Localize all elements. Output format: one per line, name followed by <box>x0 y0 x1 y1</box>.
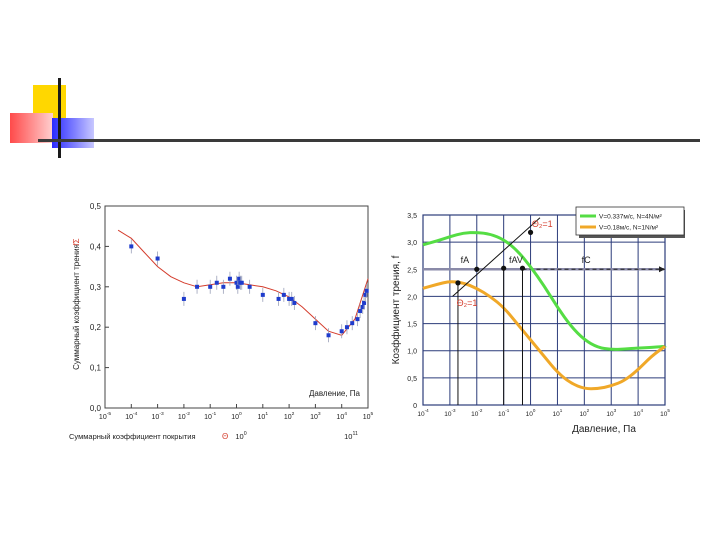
y-tick-label: 2,5 <box>407 267 417 274</box>
y-tick-label: 1,5 <box>407 322 417 329</box>
y-tick-label: 0,3 <box>90 283 102 292</box>
x-tick-label: 102 <box>284 411 295 421</box>
annotation-fA: fA <box>461 255 470 265</box>
decor-red-square <box>10 113 53 143</box>
data-point <box>326 333 331 338</box>
data-point <box>129 244 134 249</box>
x-tick-label: 103 <box>310 411 321 421</box>
data-point <box>214 280 219 285</box>
data-point <box>344 325 349 330</box>
secondary-axis-label: Суммарный коэффициент покрытия <box>69 432 196 441</box>
y-tick-label: 0,1 <box>90 364 102 373</box>
annotation-theta-lower: Θ₂=1 <box>457 298 478 308</box>
data-point <box>281 292 286 297</box>
x-tick-label: 10-4 <box>125 411 137 421</box>
data-point <box>155 256 160 261</box>
x-tick-label: 101 <box>553 408 563 418</box>
y-tick-label: 1,0 <box>407 349 417 356</box>
data-point <box>313 321 318 326</box>
data-point <box>237 276 242 281</box>
data-point <box>350 321 355 326</box>
data-point <box>227 276 232 281</box>
x-tick-label: 10-2 <box>471 408 483 418</box>
data-point <box>287 296 292 301</box>
theta-line <box>452 217 541 297</box>
x-tick-label: 10-3 <box>444 408 456 418</box>
marker-point <box>527 229 534 235</box>
annotation-fC: fC <box>582 255 592 265</box>
plot-frame <box>104 205 369 409</box>
y-axis-label: Коэффициент трения, f <box>390 255 402 364</box>
data-point <box>355 317 360 322</box>
friction-coefficient-chart-right: 10-4 10-3 10-2 10-1 100 101 102 103 104 105 0 0,5 1,… <box>390 206 685 435</box>
secondary-axis-symbol: Θ <box>222 432 228 441</box>
x-tick-label: 10-4 <box>417 408 429 418</box>
x-tick-label: 10-3 <box>152 411 164 421</box>
x-tick-label: 105 <box>363 411 374 421</box>
y-axis-symbol: fΣ <box>72 238 81 245</box>
x-tick-label: 104 <box>633 408 643 418</box>
annotation-theta-upper: Θ₂=1 <box>532 219 553 229</box>
y-tick-label: 0,0 <box>90 404 102 413</box>
data-point <box>195 284 200 289</box>
data-point <box>234 280 239 285</box>
x-axis-label: Давление, Па <box>309 389 361 398</box>
marker-point <box>501 265 507 271</box>
decor-horizontal-line <box>38 139 700 142</box>
data-point <box>364 288 369 293</box>
x-tick-label: 102 <box>579 408 589 418</box>
y-tick-label: 2,0 <box>407 294 417 301</box>
x-tick-label: 100 <box>231 411 242 421</box>
x-tick-label: 104 <box>336 411 347 421</box>
data-point <box>358 309 363 314</box>
plot-frame <box>422 214 666 406</box>
legend-box <box>575 206 685 236</box>
y-tick-label: 0 <box>413 403 417 410</box>
x-tick-label: 10-5 <box>99 411 111 421</box>
friction-coefficient-chart-left: 0,0 0,1 0,2 0,3 0,4 0,5 10-5 10-4 10-3 10-2 10-1 10… <box>69 202 374 441</box>
x-tick-label: 10-2 <box>178 411 190 421</box>
data-point <box>339 329 344 334</box>
decor-vertical-line <box>58 78 61 158</box>
y-tick-label: 0,4 <box>90 242 102 251</box>
marker-point <box>519 265 526 271</box>
data-point <box>276 296 281 301</box>
y-tick-label: 0,2 <box>90 323 102 332</box>
marker-point <box>474 266 480 272</box>
data-point <box>260 292 265 297</box>
x-tick-label: 101 <box>258 411 269 421</box>
data-point <box>363 292 368 297</box>
data-point <box>289 296 294 301</box>
data-point <box>235 284 240 289</box>
y-tick-label: 3,0 <box>407 240 417 247</box>
arrow-head <box>659 266 665 273</box>
data-point <box>360 305 365 309</box>
legend-label: V=0.18м/с, N=1N/м² <box>599 225 659 232</box>
series-green-curve <box>422 231 666 351</box>
secondary-tick-label: 100 <box>235 431 246 441</box>
y-axis-label: Суммарный коэффициент трения <box>72 244 81 370</box>
data-point <box>208 284 213 289</box>
data-point <box>247 284 252 289</box>
secondary-tick-label: 1011 <box>344 431 358 441</box>
x-tick-label: 100 <box>526 408 536 418</box>
y-tick-label: 0,5 <box>90 202 102 211</box>
x-tick-label: 103 <box>606 408 616 418</box>
x-tick-label: 10-1 <box>204 411 216 421</box>
x-tick-label: 10-1 <box>498 408 510 418</box>
marker-point <box>455 280 461 286</box>
y-tick-label: 3,5 <box>407 213 417 220</box>
x-tick-label: 105 <box>660 408 670 418</box>
x-axis-label: Давление, Па <box>572 424 636 435</box>
data-point <box>292 300 297 305</box>
legend-label: V=0.337м/с, N=4N/м² <box>599 214 663 221</box>
data-point <box>221 284 226 289</box>
annotation-fAV: fAV <box>509 255 523 265</box>
data-point <box>362 300 367 305</box>
y-tick-label: 0,5 <box>407 376 417 383</box>
data-point <box>181 296 186 301</box>
data-point <box>239 280 244 285</box>
